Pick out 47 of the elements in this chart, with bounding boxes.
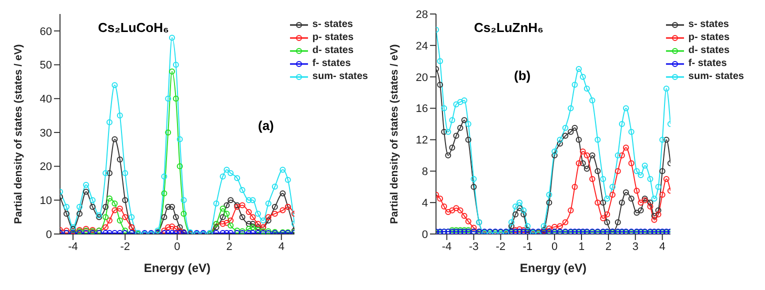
y-tick-label: 0 bbox=[46, 228, 52, 241]
x-tick-label: -3 bbox=[468, 240, 479, 253]
x-tick-label: 4 bbox=[659, 240, 666, 253]
x-tick-label: 4 bbox=[278, 240, 284, 253]
y-tick-label: 20 bbox=[416, 72, 428, 84]
x-tick-label: 1 bbox=[578, 240, 585, 253]
x-tick-label: -4 bbox=[68, 240, 78, 253]
legend-label: p- states bbox=[688, 31, 730, 44]
legend-label: s- states bbox=[688, 18, 729, 31]
legend-label: sum- states bbox=[688, 70, 744, 83]
text: Cs₂LuCoH₆ bbox=[98, 20, 169, 35]
y-tick-label: 24 bbox=[416, 40, 428, 52]
x-tick-label: -1 bbox=[522, 240, 533, 253]
x-tick-label: 2 bbox=[226, 240, 232, 253]
x-axis-title: Energy (eV) bbox=[520, 261, 587, 275]
y-tick-label: 30 bbox=[40, 127, 52, 140]
y-tick-label: 10 bbox=[40, 195, 52, 208]
y-tick-label: 12 bbox=[416, 134, 428, 147]
y-tick-label: 8 bbox=[422, 166, 428, 178]
y-tick-label: 20 bbox=[40, 161, 52, 174]
y-tick-label: 4 bbox=[422, 197, 428, 210]
y-tick-label: 60 bbox=[40, 26, 52, 38]
y-axis-title: Partial density of states (states / eV) bbox=[12, 44, 25, 224]
x-tick-label: -4 bbox=[442, 240, 452, 253]
x-axis-title: Energy (eV) bbox=[144, 261, 211, 275]
x-tick-label: 0 bbox=[174, 240, 180, 253]
legend-label: s- states bbox=[312, 18, 353, 31]
legend-label: sum- states bbox=[312, 70, 368, 83]
legend-label: f- states bbox=[688, 57, 727, 70]
y-axis-title: Partial density of states (states / eV) bbox=[388, 44, 401, 224]
text: Cs₂LuZnH₆ bbox=[474, 20, 544, 35]
y-tick-label: 28 bbox=[416, 8, 428, 21]
x-tick-label: -2 bbox=[120, 240, 130, 253]
x-tick-label: 0 bbox=[551, 240, 558, 253]
y-tick-label: 40 bbox=[40, 94, 52, 106]
x-tick-label: -2 bbox=[496, 240, 506, 253]
legend-label: p- states bbox=[312, 31, 354, 44]
y-tick-label: 16 bbox=[416, 103, 428, 116]
y-tick-label: 50 bbox=[40, 60, 52, 72]
y-tick-label: 0 bbox=[422, 228, 428, 241]
x-tick-label: 2 bbox=[605, 240, 612, 253]
legend-label: d- states bbox=[312, 44, 354, 57]
annotation: (a) bbox=[258, 118, 274, 133]
legend-label: f- states bbox=[312, 57, 351, 70]
x-tick-label: 3 bbox=[632, 240, 638, 253]
legend-label: d- states bbox=[688, 44, 730, 57]
annotation: (b) bbox=[514, 68, 531, 83]
